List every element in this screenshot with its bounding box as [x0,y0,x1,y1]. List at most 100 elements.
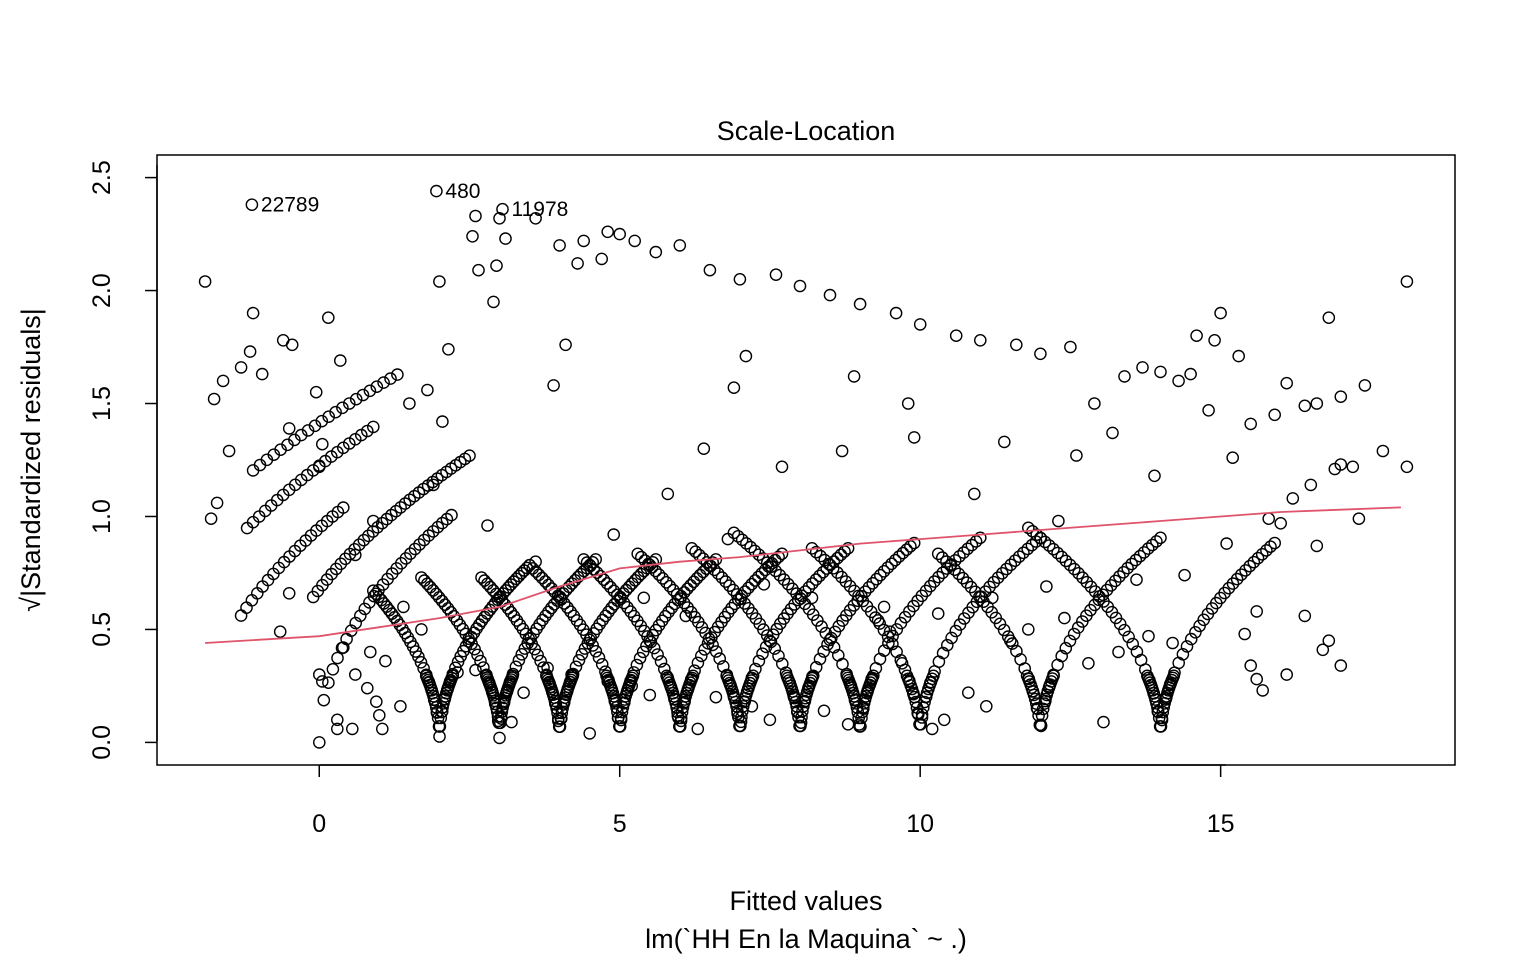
data-point-curve-1 [441,602,455,615]
data-point-100 [1244,659,1257,672]
data-point-curve-14 [445,508,458,522]
data-point-curve-3 [545,582,559,595]
data-point-60 [793,279,807,293]
x-tick-label-0: 0 [312,810,326,838]
data-point-curve-10 [1126,637,1139,651]
point-label-2: 11978 [512,198,569,221]
data-point-curve-10 [1139,663,1152,676]
data-point-curve-4 [577,553,591,566]
data-point-curve-9 [993,617,1007,631]
data-point-curve-8 [839,575,853,588]
data-point-curve-1 [512,654,526,667]
data-point-118 [841,718,855,731]
data-point-curve-3 [633,651,647,665]
data-point-curve-8 [1000,562,1013,576]
data-point-curve-3 [539,575,552,588]
data-point-curve-10 [1063,558,1077,572]
data-point-cluster-2 [566,669,580,683]
data-point-85 [1358,379,1372,392]
data-point-curve-2 [486,584,500,597]
data-point-curve-8 [996,567,1009,580]
data-point-curve-9 [1133,549,1147,563]
data-point-142 [986,591,999,605]
data-point-38 [433,275,446,288]
data-point-106 [1082,657,1095,670]
data-point-curve-10 [1118,623,1131,637]
data-point-curve-9 [1121,561,1134,575]
data-point-74 [1184,367,1197,381]
data-point-104 [1142,629,1155,643]
data-point-135 [397,600,410,614]
data-point-66 [974,333,987,347]
data-point-169 [1244,417,1257,431]
data-point-curve-8 [1017,546,1030,560]
y-tick-label-5: 2.5 [88,160,116,195]
data-point-curve-4 [611,588,624,602]
data-point-cluster-9 [1036,702,1050,716]
data-point-curve-9 [1113,570,1126,583]
data-point-curve-10 [1226,577,1240,590]
data-point-curve-15 [394,501,407,514]
data-point-125 [643,688,657,702]
data-point-cluster-3 [626,669,640,683]
data-point-63 [889,306,903,320]
data-point-curve-3 [684,579,697,592]
data-point-curve-4 [587,563,601,576]
data-point-curve-6 [881,561,895,574]
data-point-77 [1214,306,1227,320]
data-point-137 [721,532,735,546]
data-point-curve-4 [658,662,671,676]
data-point-curve-8 [886,637,899,651]
data-point-157 [1148,469,1161,483]
data-point-81 [1298,399,1312,413]
data-point-curve-13 [363,384,377,398]
data-point-130 [541,661,554,675]
data-point-curve-7 [773,568,787,582]
data-point-176 [847,370,861,383]
data-point-13 [273,625,287,639]
data-point-curve-3 [687,575,701,589]
data-point-curve-6 [764,635,778,649]
data-point-150 [697,442,711,456]
data-point-164 [427,478,440,492]
data-point-curve-14 [422,529,436,542]
data-point-curve-3 [558,597,571,610]
x-tick-label-2: 10 [906,810,934,838]
data-point-cluster-8 [915,708,929,721]
data-point-curve-5 [709,645,723,658]
data-point-43 [499,232,512,245]
data-point-curve-6 [907,536,921,550]
data-point-curve-2 [622,580,636,594]
data-point-158 [1226,451,1239,465]
labeled-point-0 [245,198,259,211]
data-point-127 [601,675,615,688]
data-point-curve-5 [674,592,687,605]
data-point-136 [415,623,428,636]
data-point-curve-3 [532,568,546,582]
data-point-56 [673,239,687,252]
data-point-curve-1 [509,660,523,674]
data-point-curve-5 [663,579,677,593]
data-point-28 [369,695,383,709]
data-point-79 [1280,376,1293,390]
data-point-87 [1400,460,1414,474]
data-point-48 [553,239,566,252]
data-point-178 [559,338,572,352]
data-point-32 [394,700,407,713]
data-point-curve-4 [755,567,769,580]
chart-title: Scale-Location [717,116,896,146]
data-point-174 [739,349,753,363]
data-point-curve-10 [1230,572,1244,586]
data-point-curve-8 [1021,542,1034,556]
data-point-cluster-5 [736,704,749,718]
data-point-curve-10 [1034,532,1048,545]
data-point-curve-8 [945,631,958,645]
data-point-curve-15 [463,449,476,463]
data-point-141 [931,607,945,620]
data-point-123 [709,690,723,704]
data-point-curve-9 [952,567,966,581]
data-point-curve-3 [561,601,574,614]
data-point-curve-3 [690,572,704,585]
data-point-15 [321,311,335,325]
data-point-67 [1010,338,1023,352]
